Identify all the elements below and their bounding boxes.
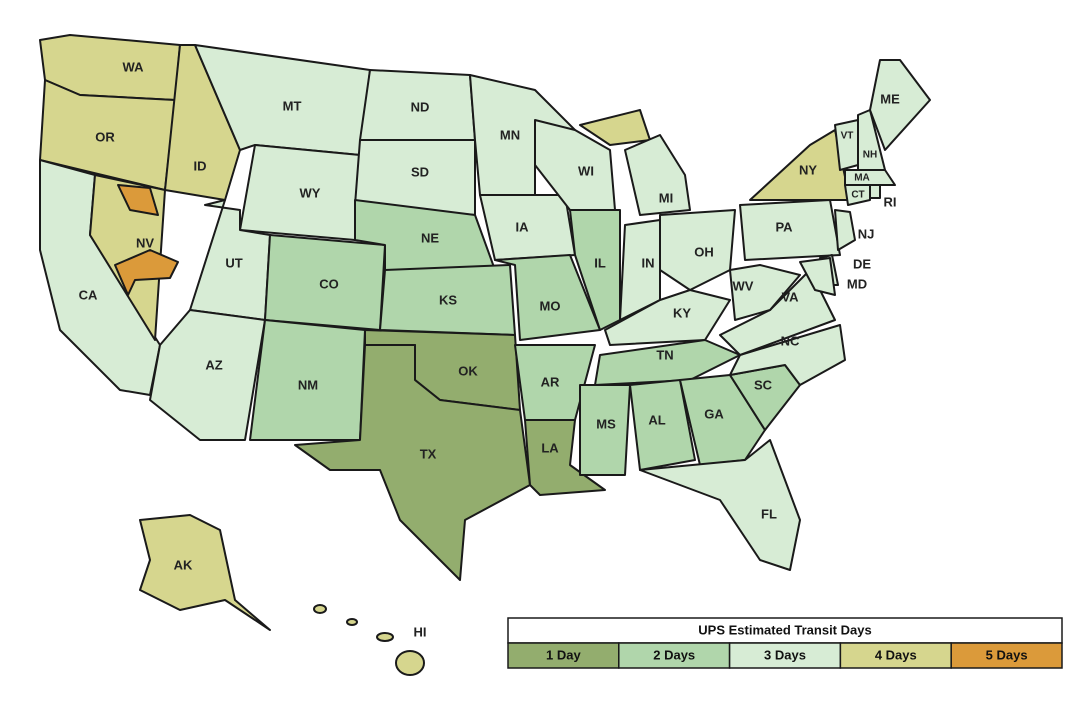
state-label: SC (754, 377, 773, 392)
state-label: OK (458, 363, 478, 378)
state-label: IA (516, 219, 530, 234)
state-label: KS (439, 292, 457, 307)
legend-swatch (728, 642, 842, 669)
state-label: NH (863, 150, 877, 161)
state-label: MT (283, 98, 302, 113)
state-label: NY (799, 162, 817, 177)
state-label: SD (411, 164, 429, 179)
state-label: AR (541, 374, 560, 389)
state-label: MD (847, 276, 867, 291)
legend-label: 4 Days (875, 647, 917, 662)
state-label: PA (775, 219, 793, 234)
state-label: CA (79, 287, 98, 302)
state-label: NE (421, 230, 439, 245)
legend: UPS Estimated Transit Days 1 Day 2 Days 3 … (507, 617, 1063, 669)
state-label: WI (578, 163, 594, 178)
state-label: CT (851, 190, 864, 201)
state-label: MO (540, 298, 561, 313)
legend-swatch (950, 642, 1063, 669)
state-label: RI (884, 194, 897, 209)
state-label: HI (414, 624, 427, 639)
state-label: WV (733, 278, 754, 293)
state-label: WY (300, 185, 321, 200)
state-label: AZ (205, 357, 222, 372)
state-label: DE (853, 256, 871, 271)
state-label: TN (656, 347, 673, 362)
state-label: NJ (858, 226, 875, 241)
state-label: OR (95, 129, 115, 144)
state-label: FL (761, 506, 777, 521)
state-labels: WA OR CA NV ID MT WY UT AZ CO NM ND SD N… (79, 59, 900, 639)
state-label: WA (123, 59, 145, 74)
state-label: AK (174, 557, 193, 572)
state-label: LA (541, 440, 559, 455)
state-label: NC (781, 333, 800, 348)
state-label: ME (880, 91, 900, 106)
legend-items: 1 Day 2 Days 3 Days 4 Days 5 Days (507, 642, 1063, 669)
states (39, 34, 931, 676)
state-label: ND (411, 99, 430, 114)
state-label: ID (194, 158, 207, 173)
state-label: MN (500, 127, 520, 142)
state-label: IL (594, 255, 606, 270)
state-label: IN (642, 255, 655, 270)
state-label: UT (225, 255, 242, 270)
state-label: CO (319, 276, 339, 291)
state-label: VT (841, 131, 854, 142)
state-label: KY (673, 305, 691, 320)
legend-label: 5 Days (986, 647, 1028, 662)
legend-title: UPS Estimated Transit Days (698, 622, 871, 637)
state-label: VA (781, 289, 799, 304)
state-label: NM (298, 377, 318, 392)
state-label: AL (648, 412, 665, 427)
state-label: NV (136, 235, 154, 250)
state-label: OH (694, 244, 714, 259)
legend-label: 3 Days (764, 647, 806, 662)
state-label: MS (596, 416, 616, 431)
state-label: GA (704, 406, 724, 421)
state-label: MA (854, 173, 870, 184)
legend-label: 2 Days (653, 647, 695, 662)
legend-label: 1 Day (546, 647, 581, 662)
state-label: TX (420, 446, 437, 461)
state-label: MI (659, 190, 673, 205)
